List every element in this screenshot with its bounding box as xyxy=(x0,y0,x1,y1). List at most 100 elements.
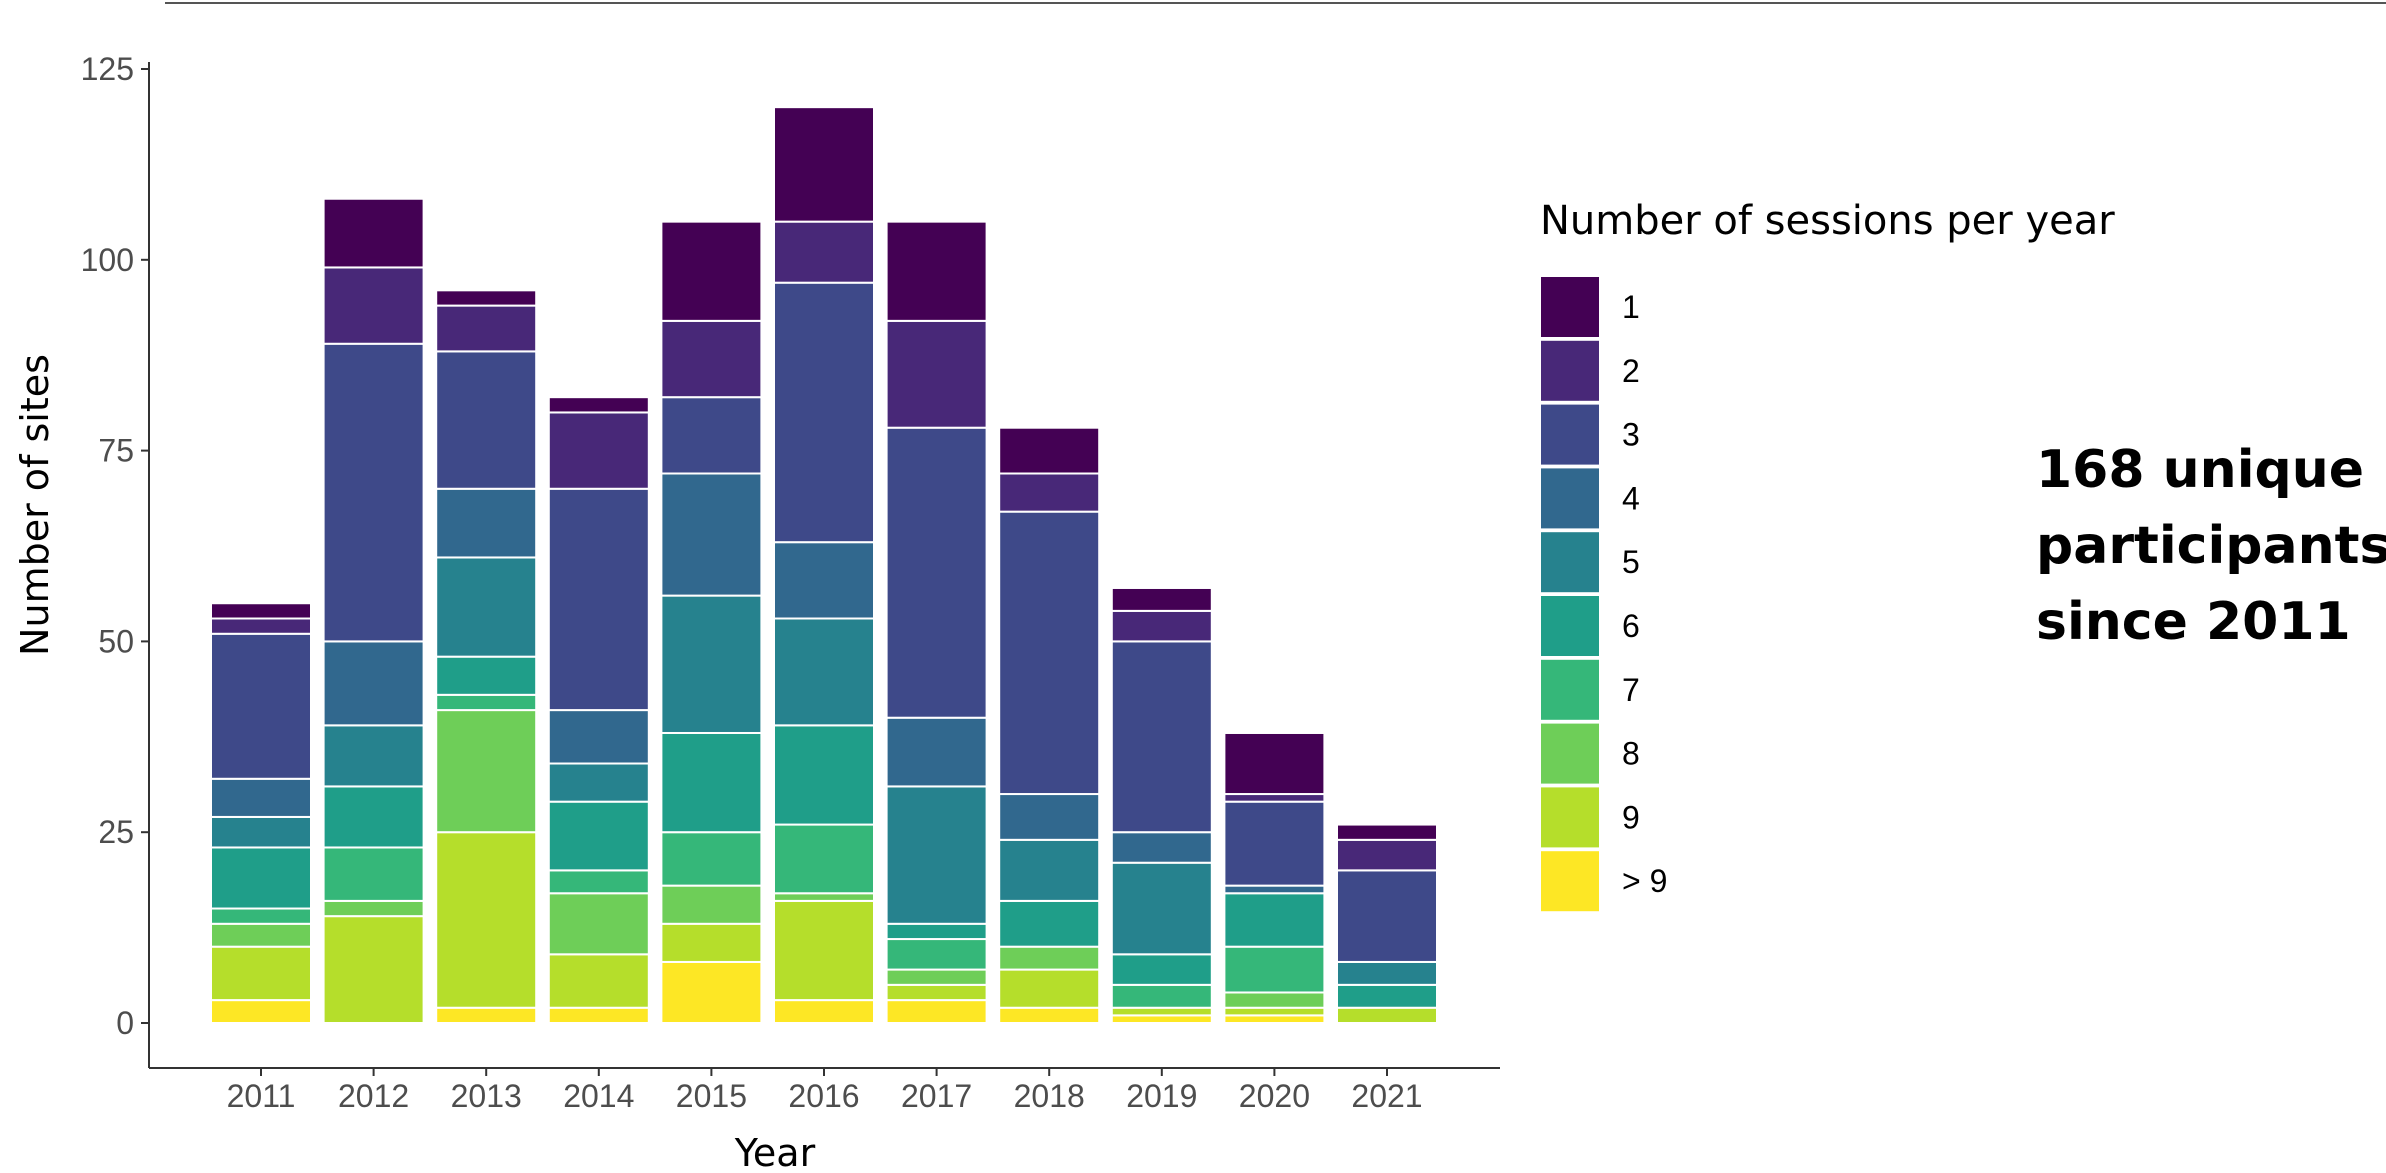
legend-title: Number of sessions per year xyxy=(1540,198,2115,244)
bar-segment-2013-series-8 xyxy=(435,304,538,353)
bar-segment-2017-series-6 xyxy=(885,716,988,788)
bar-segment-2014-series-1 xyxy=(547,953,650,1009)
bar-segment-2019-series-7 xyxy=(1110,640,1213,834)
x-tick-label: 2015 xyxy=(676,1078,747,1114)
legend-swatch xyxy=(1539,785,1601,850)
participants-annotation: 168 unique participants since 2011 xyxy=(2036,432,2386,660)
bar-segment-2014-series-0 xyxy=(547,1006,650,1025)
bar-segment-2020-series-1 xyxy=(1223,1006,1326,1017)
bar-segment-2015-series-3 xyxy=(660,831,763,887)
bar-segment-2014-series-9 xyxy=(547,396,650,414)
bar-segment-2021-series-7 xyxy=(1336,869,1438,963)
x-tick-label: 2018 xyxy=(1014,1078,1085,1114)
bar-segment-2016-series-7 xyxy=(773,281,875,544)
bar-segment-2016-series-8 xyxy=(773,220,875,284)
bar-segment-2019-series-1 xyxy=(1110,1006,1213,1017)
bar-segment-2015-series-1 xyxy=(660,922,763,963)
bar-segment-2016-series-5 xyxy=(773,617,875,727)
bar-segment-2017-series-8 xyxy=(885,319,988,429)
legend-label: 8 xyxy=(1622,736,1640,772)
bar-segment-2017-series-9 xyxy=(885,220,988,322)
bar-segment-2020-series-8 xyxy=(1223,793,1326,803)
x-tick-label: 2013 xyxy=(451,1078,522,1114)
bar-segment-2017-series-1 xyxy=(885,983,988,1002)
bar-segment-2014-series-8 xyxy=(547,411,650,490)
bar-segment-2012-series-7 xyxy=(322,342,425,643)
bar-segment-2020-series-4 xyxy=(1223,892,1326,948)
bar-segment-2021-series-8 xyxy=(1336,838,1438,872)
bar-layer xyxy=(210,106,1438,1025)
y-tick-label: 100 xyxy=(81,242,134,278)
y-tick-label: 75 xyxy=(98,433,134,469)
x-tick-label: 2019 xyxy=(1126,1078,1197,1114)
legend-swatch xyxy=(1539,849,1601,914)
bar-segment-2017-series-7 xyxy=(885,426,988,719)
bar-segment-2017-series-0 xyxy=(885,999,988,1025)
bar-segment-2013-series-7 xyxy=(435,350,538,490)
bar-segment-2011-series-0 xyxy=(210,999,312,1025)
legend-swatch xyxy=(1539,721,1601,786)
bar-segment-2012-series-9 xyxy=(322,197,425,269)
bar-segment-2015-series-2 xyxy=(660,884,763,925)
x-tick-label: 2016 xyxy=(788,1078,859,1114)
bar-segment-2011-series-9 xyxy=(210,602,312,620)
bar-segment-2016-series-1 xyxy=(773,899,875,1002)
bar-segment-2018-series-7 xyxy=(998,510,1101,796)
bar-segment-2011-series-5 xyxy=(210,815,312,849)
bar-segment-2014-series-4 xyxy=(547,800,650,872)
bar-segment-2016-series-4 xyxy=(773,724,875,826)
bar-segment-2018-series-9 xyxy=(998,426,1101,475)
bar-segment-2018-series-2 xyxy=(998,945,1101,971)
bar-segment-2019-series-5 xyxy=(1110,861,1213,956)
bar-segment-2020-series-6 xyxy=(1223,884,1326,895)
legend-swatch xyxy=(1539,530,1601,595)
bar-segment-2020-series-9 xyxy=(1223,731,1326,796)
bar-segment-2011-series-3 xyxy=(210,907,312,925)
bar-segment-2017-series-4 xyxy=(885,922,988,941)
bar-segment-2014-series-7 xyxy=(547,487,650,712)
bar-segment-2019-series-4 xyxy=(1110,953,1213,986)
bar-segment-2019-series-0 xyxy=(1110,1014,1213,1024)
bar-segment-2019-series-3 xyxy=(1110,983,1213,1009)
bar-segment-2016-series-6 xyxy=(773,541,875,620)
bar-segment-2016-series-2 xyxy=(773,892,875,902)
annotation-line-1: 168 unique xyxy=(2036,440,2365,500)
bar-segment-2012-series-2 xyxy=(322,899,425,918)
bar-segment-2013-series-5 xyxy=(435,556,538,658)
legend-label: 6 xyxy=(1622,608,1640,644)
legend-label: 7 xyxy=(1622,672,1640,708)
bar-segment-2013-series-4 xyxy=(435,655,538,696)
bar-segment-2020-series-7 xyxy=(1223,800,1326,887)
bar-segment-2015-series-9 xyxy=(660,220,763,322)
x-tick-label: 2011 xyxy=(227,1078,296,1114)
bar-segment-2016-series-0 xyxy=(773,999,875,1025)
bar-segment-2018-series-5 xyxy=(998,838,1101,902)
bar-segment-2015-series-0 xyxy=(660,960,763,1024)
legend-label: 5 xyxy=(1622,544,1640,580)
x-axis-ticks: 2011 2012 2013 2014 2015 2016 2017 2018 2019 2020… xyxy=(227,1068,1423,1114)
bar-segment-2015-series-4 xyxy=(660,731,763,834)
bar-segment-2018-series-4 xyxy=(998,899,1101,948)
bar-segment-2011-series-4 xyxy=(210,846,312,910)
bar-segment-2021-series-9 xyxy=(1336,823,1438,841)
legend-swatch xyxy=(1539,466,1601,531)
bar-segment-2014-series-5 xyxy=(547,762,650,803)
legend-label: > 9 xyxy=(1622,863,1667,899)
bar-segment-2017-series-5 xyxy=(885,785,988,925)
bar-segment-2015-series-6 xyxy=(660,472,763,597)
bar-segment-2011-series-7 xyxy=(210,632,312,780)
bar-segment-2014-series-3 xyxy=(547,869,650,895)
bar-segment-2012-series-5 xyxy=(322,724,425,788)
y-tick-label: 0 xyxy=(116,1005,134,1041)
y-axis-title: Number of sites xyxy=(13,354,57,656)
bar-segment-2016-series-9 xyxy=(773,106,875,223)
bar-segment-2021-series-1 xyxy=(1336,1006,1438,1025)
bar-segment-2020-series-3 xyxy=(1223,945,1326,994)
legend-swatch xyxy=(1539,594,1601,658)
bar-segment-2020-series-0 xyxy=(1223,1014,1326,1024)
bar-segment-2015-series-5 xyxy=(660,594,763,734)
bar-segment-2017-series-3 xyxy=(885,938,988,971)
legend-swatch xyxy=(1539,402,1601,467)
annotation-line-2: participants xyxy=(2036,516,2386,576)
